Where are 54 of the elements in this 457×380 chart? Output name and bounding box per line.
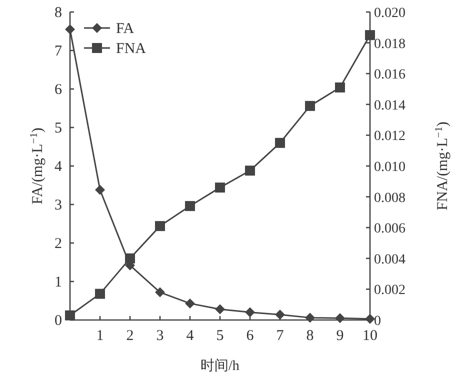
point [185, 201, 195, 212]
point [245, 307, 255, 318]
x-tick-label: 3 [156, 328, 164, 344]
x-tick-label: 4 [186, 328, 194, 344]
x-tick-label: 7 [276, 328, 284, 344]
y-tick-label: 4 [54, 159, 62, 175]
point [335, 313, 345, 324]
point [65, 310, 75, 320]
point [245, 166, 255, 176]
y2-tick-label: 0.006 [374, 222, 406, 237]
y2-tick-label: 0.018 [374, 36, 406, 52]
point [335, 82, 345, 92]
y2-tick-label: 0.012 [374, 129, 406, 144]
point [305, 312, 315, 323]
point [95, 288, 105, 299]
y2-tick-label: 0.008 [374, 190, 406, 206]
point [155, 221, 165, 232]
y-tick-label: 0 [54, 313, 62, 329]
legend-label: FNA [116, 41, 146, 57]
y2-tick-label: 0.004 [374, 252, 406, 268]
point [305, 100, 315, 111]
y2-tick-label: 0.020 [374, 6, 406, 21]
x-tick-label: 8 [306, 328, 314, 344]
y2-tick-label: 0.010 [374, 160, 406, 175]
x-tick-label: 6 [246, 328, 254, 344]
x-tick-label: 2 [126, 328, 134, 344]
point [275, 138, 285, 148]
point [185, 298, 195, 308]
y-tick-label: 1 [54, 274, 62, 290]
y-tick-label: 3 [54, 198, 62, 214]
x-tick-label: 1 [96, 328, 104, 344]
point [215, 304, 225, 314]
point [215, 182, 225, 193]
y2-tick-label: 0.002 [374, 283, 406, 298]
x-axis-title: 时间/h [200, 358, 240, 374]
point [365, 30, 375, 40]
y-tick-label: 8 [54, 5, 62, 21]
x-tick-label: 10 [362, 328, 378, 344]
y-tick-label: 6 [54, 82, 62, 98]
point [95, 184, 105, 195]
y-tick-label: 5 [54, 120, 62, 136]
point [155, 287, 165, 298]
x-tick-label: 9 [336, 328, 344, 344]
y-tick-label: 7 [54, 44, 62, 60]
y-tick-label: 2 [54, 236, 62, 252]
point [65, 24, 75, 34]
legend-label: FA [116, 21, 134, 37]
point [125, 253, 135, 264]
y2-tick-label: 0.016 [374, 68, 406, 83]
y2-tick-label: 0.014 [374, 98, 406, 114]
point [275, 310, 285, 320]
point [365, 314, 375, 324]
y2-tick-label: 0 [374, 314, 381, 329]
x-tick-label: 5 [216, 328, 224, 344]
